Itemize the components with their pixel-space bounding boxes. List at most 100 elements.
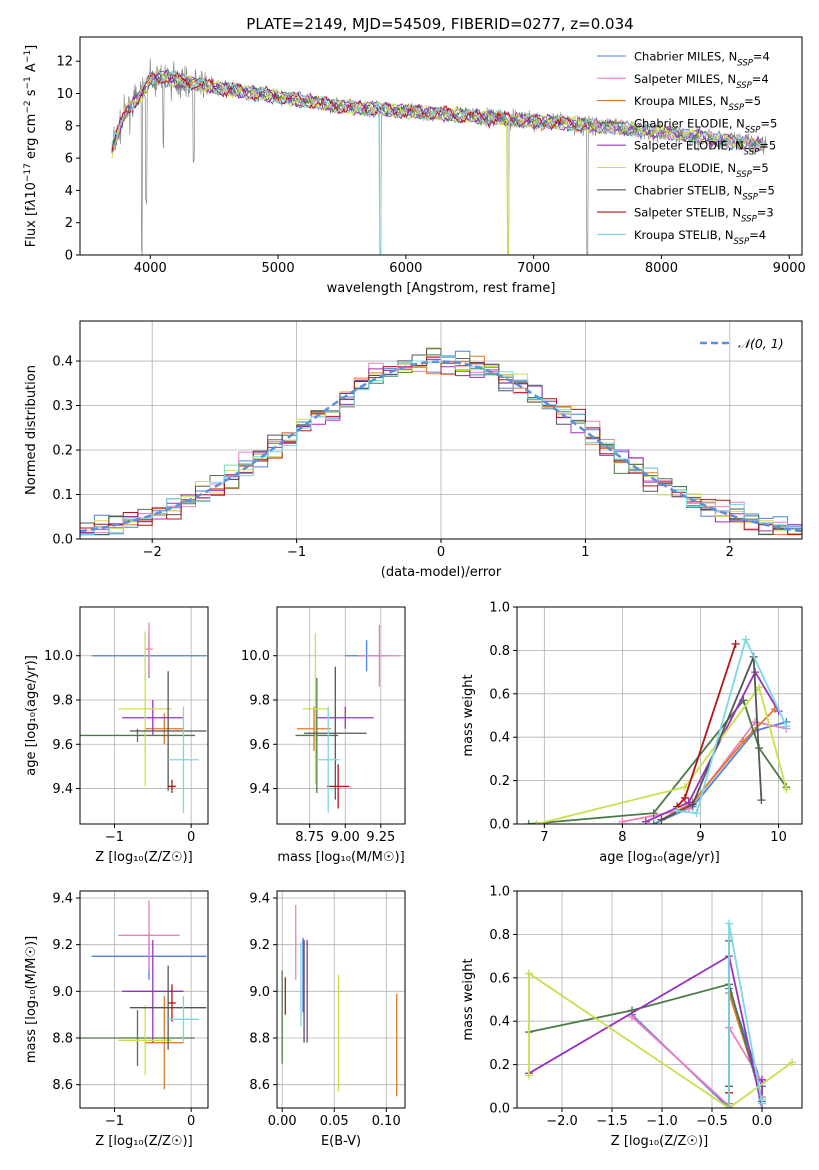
y-tick-label: 0.4 [52, 355, 73, 370]
axes-frame [79, 36, 803, 256]
axes-frame [276, 890, 406, 1109]
y-tick-label: 0.1 [52, 488, 73, 503]
y-tick-label: 9.4 [249, 892, 270, 907]
x-tick-label: 5000 [262, 261, 295, 276]
y-tick-label: 9.8 [52, 694, 73, 709]
figure-title: PLATE=2149, MJD=54509, FIBERID=0277, z=0… [246, 15, 633, 33]
x-tick-label: 0 [187, 1114, 195, 1129]
panel-spectrum: 4000 5000 6000 7000 8000 9000 0 2 4 6 8 10 12 wavelen… [23, 36, 806, 296]
y-tick-label: 0.4 [489, 731, 510, 746]
legend-label: Salpeter STELIB, NSSP=3 [634, 206, 774, 225]
x-tick-label: 7 [540, 830, 548, 845]
legend-label: Chabrier STELIB, NSSP=5 [634, 183, 775, 202]
weight-point-marker [692, 809, 701, 818]
plots: 4000 5000 6000 7000 8000 9000024681012wavelen… [23, 36, 806, 1149]
axes-frame [79, 606, 209, 825]
weight-point-marker [731, 639, 740, 648]
x-tick-label: −2 [143, 545, 162, 560]
y-tick-label: 0.0 [52, 533, 73, 548]
plot-area [111, 58, 767, 255]
y-tick-label: 9.0 [52, 985, 73, 1000]
x-tick-label: 9.00 [331, 830, 360, 845]
y-tick-label: 9.6 [52, 738, 73, 753]
y-tick-label: 9.6 [249, 738, 270, 753]
weight-point-marker [758, 1075, 766, 1084]
weight-point-marker [641, 817, 650, 824]
model-fit-line [111, 70, 588, 151]
y-tick-label: 8.8 [249, 1032, 270, 1047]
y-tick-label: 10.0 [241, 649, 270, 664]
axes-frame [79, 890, 209, 1109]
y-tick-label: 1.0 [489, 885, 510, 900]
y-tick-label: 0.6 [489, 687, 510, 702]
y-tick-label: 10 [56, 87, 73, 102]
x-tick-label: 7000 [517, 261, 550, 276]
x-axis-label: Z [log₁₀(Z/Z☉)] [611, 1134, 708, 1149]
weight-point-marker [657, 815, 666, 824]
plot-area [524, 635, 791, 824]
y-tick-label: 0.6 [489, 971, 510, 986]
y-tick-label: 0 [65, 249, 73, 264]
x-tick-label: 8000 [645, 261, 678, 276]
y-tick-label: 0.3 [52, 399, 73, 414]
x-tick-label: 4000 [134, 261, 167, 276]
plot-area [525, 919, 796, 1108]
axes-frame [276, 606, 406, 825]
y-tick-label: 9.4 [52, 782, 73, 797]
y-tick-label: 6 [65, 152, 73, 167]
legend-label: Kroupa MILES, NSSP=5 [634, 94, 761, 113]
weight-point-marker [673, 806, 682, 815]
y-tick-label: 0.8 [489, 644, 510, 659]
y-tick-label: 0.0 [489, 818, 510, 833]
y-tick-label: 1.0 [489, 601, 510, 616]
x-tick-label: 0 [437, 545, 445, 560]
y-tick-label: 0.0 [489, 1102, 510, 1117]
x-axis-label: (data-model)/error [381, 565, 502, 580]
y-tick-label: 9.2 [52, 938, 73, 953]
axes-frame [516, 890, 803, 1109]
y-tick-label: 0.4 [489, 1015, 510, 1030]
x-tick-label: −1.0 [646, 1114, 678, 1129]
x-tick-label: −1.5 [596, 1114, 628, 1129]
y-tick-label: 2 [65, 216, 73, 231]
y-tick-label: 9.0 [249, 985, 270, 1000]
x-tick-label: 1 [581, 545, 589, 560]
weight-series-line [528, 971, 793, 1108]
weight-point-marker [739, 737, 748, 746]
x-tick-label: 8 [618, 830, 626, 845]
panel-residuals: −2 −1 0 1 2 0.0 0.1 0.2 0.3 0.4 (data-model)/error… [24, 320, 803, 580]
y-axis-label: Flux [fλ10−17 erg cm−2 s−1 A−1] [23, 45, 39, 247]
x-tick-label: −1 [105, 830, 124, 845]
x-tick-label: 0.10 [372, 1114, 401, 1129]
legend-label: 𝒩(0, 1) [738, 336, 784, 351]
x-tick-label: 9 [696, 830, 704, 845]
weight-point-marker [757, 796, 766, 805]
y-axis-label: mass weight [461, 958, 476, 1040]
plot-area [281, 905, 398, 1097]
histogram-step [80, 356, 802, 535]
x-tick-label: 2 [726, 545, 734, 560]
model-fit-line [111, 70, 764, 255]
y-axis-label: Normed distribution [24, 365, 39, 495]
x-tick-label: 0.05 [320, 1114, 349, 1129]
x-tick-label: 6000 [389, 261, 422, 276]
y-tick-label: 0.2 [489, 774, 510, 789]
weight-point-marker [649, 809, 658, 818]
panel-mass_vs_Z: −1 0 8.6 8.8 9.0 9.2 9.4 Z [log₁₀(Z/Z☉)] mass [l… [24, 890, 209, 1149]
panel-massweight_vs_age: 7 8 9 10 0.0 0.2 0.4 0.6 0.8 1.0 age [log₁₀(age/yr… [461, 601, 803, 865]
weight-point-marker [788, 1058, 796, 1067]
x-axis-label: wavelength [Angstrom, rest frame] [327, 281, 556, 296]
legend-label: Kroupa ELODIE, NSSP=5 [634, 161, 769, 180]
weight-point-marker [618, 817, 627, 824]
weight-series-line [728, 923, 763, 1108]
weight-point-marker [688, 800, 697, 809]
y-tick-label: 10.0 [44, 649, 73, 664]
y-tick-label: 9.4 [249, 782, 270, 797]
y-tick-label: 9.2 [249, 938, 270, 953]
x-tick-label: 0 [187, 830, 195, 845]
x-axis-label: Z [log₁₀(Z/Z☉)] [95, 850, 192, 865]
y-tick-label: 0.8 [489, 928, 510, 943]
weight-point-marker [758, 1095, 766, 1104]
y-tick-label: 8.6 [52, 1078, 73, 1093]
panel-age_vs_mass: 8.75 9.00 9.25 9.4 9.6 9.8 10.0 mass [log₁₀(M/M… [241, 606, 406, 865]
